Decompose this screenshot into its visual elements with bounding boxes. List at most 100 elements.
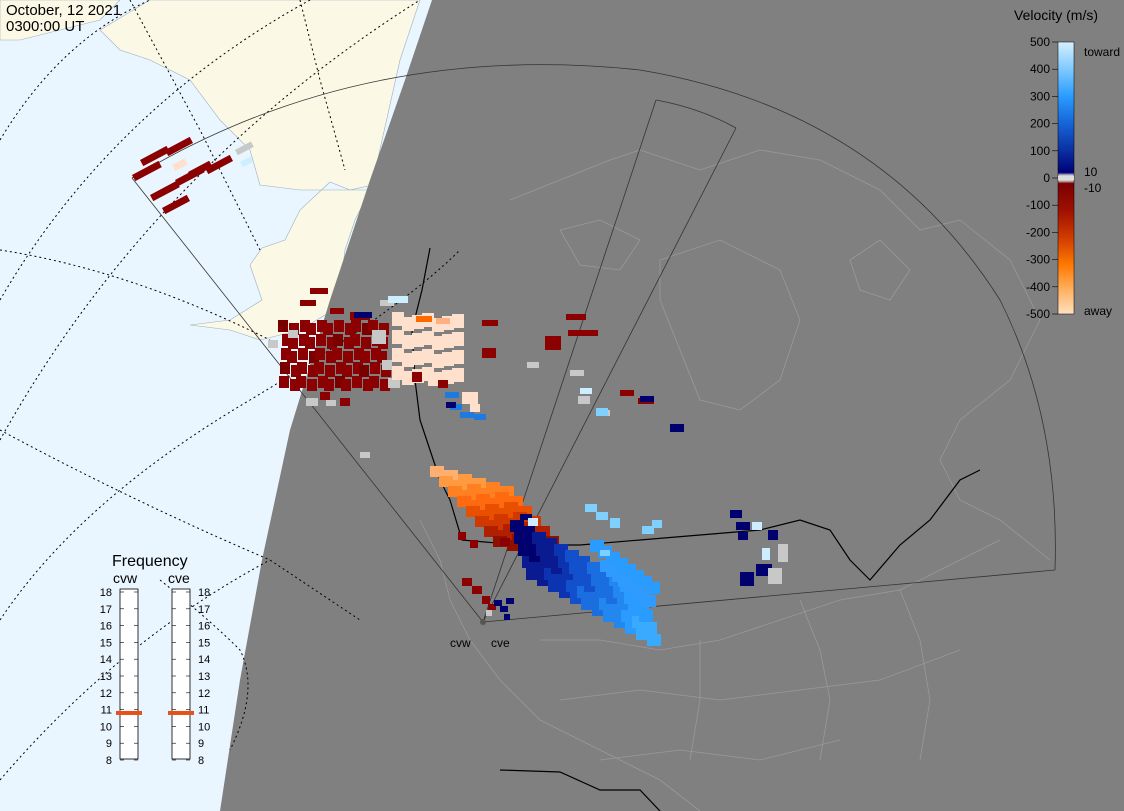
colorbar-tick-label: -400 — [1026, 280, 1050, 294]
frequency-tick-label-right: 16 — [198, 621, 210, 633]
velocity-cell — [482, 320, 498, 326]
velocity-cell — [379, 323, 389, 335]
velocity-cell — [363, 379, 373, 391]
night-side — [220, 0, 1124, 811]
velocity-cell — [340, 398, 350, 406]
velocity-cell — [172, 158, 188, 172]
velocity-cell — [467, 484, 481, 495]
velocity-cell — [620, 390, 634, 396]
velocity-cell — [309, 351, 319, 363]
velocity-cell — [596, 408, 608, 416]
date-label: October, 12 2021 — [6, 2, 121, 19]
velocity-cell — [432, 336, 444, 350]
velocity-cell — [458, 474, 472, 485]
velocity-cell — [369, 376, 379, 388]
velocity-cell — [422, 331, 434, 345]
frequency-tick-label-left: 14 — [100, 654, 112, 666]
velocity-cell — [520, 514, 532, 520]
velocity-cell — [380, 300, 394, 306]
velocity-cell — [470, 540, 478, 548]
velocity-cell — [430, 466, 444, 477]
velocity-cell — [554, 544, 568, 556]
velocity-cell — [140, 145, 170, 167]
velocity-cell — [299, 334, 309, 346]
velocity-cell — [305, 337, 315, 349]
velocity-cell — [402, 335, 414, 349]
velocity-cell — [596, 512, 608, 520]
velocity-cell — [576, 556, 590, 568]
velocity-cell — [371, 348, 381, 360]
velocity-cell — [494, 514, 508, 525]
velocity-cell — [768, 568, 782, 584]
velocity-cell — [448, 486, 462, 497]
frequency-tick-label-right: 8 — [198, 755, 204, 767]
velocity-cell — [462, 392, 478, 404]
velocity-cell — [485, 504, 499, 515]
velocity-cell — [486, 482, 500, 493]
velocity-cell — [361, 337, 371, 349]
velocity-cell — [506, 598, 514, 604]
site-label-cvw: cvw — [450, 636, 471, 650]
velocity-cell — [565, 550, 579, 562]
velocity-cell — [439, 476, 453, 487]
velocity-cell — [578, 396, 590, 404]
velocity-cell — [521, 526, 535, 538]
velocity-cell — [165, 136, 194, 157]
velocity-cell — [345, 323, 355, 335]
velocity-cell — [325, 365, 335, 377]
velocity-cell — [422, 349, 434, 363]
velocity-cell — [342, 365, 352, 377]
velocity-cell — [360, 351, 370, 363]
velocity-cell — [446, 402, 456, 408]
velocity-cell — [392, 348, 404, 362]
velocity-cell — [296, 376, 306, 388]
velocity-cell — [428, 376, 442, 386]
frequency-marker-cve — [168, 710, 194, 715]
velocity-cell — [333, 334, 343, 346]
velocity-cell — [350, 334, 360, 346]
velocity-cell — [281, 348, 291, 360]
velocity-cell — [504, 502, 518, 513]
frequency-tick-label-left: 16 — [100, 621, 112, 633]
velocity-cell — [494, 600, 502, 606]
velocity-cell — [482, 596, 490, 604]
velocity-cell — [306, 398, 318, 406]
velocity-cell — [585, 504, 597, 512]
velocity-cell — [438, 380, 448, 388]
frequency-tick-label-right: 14 — [198, 654, 210, 666]
velocity-cell — [188, 160, 213, 179]
velocity-cell — [466, 506, 480, 517]
velocity-cell — [268, 340, 278, 348]
velocity-cell — [300, 320, 310, 332]
velocity-cell — [334, 320, 344, 332]
velocity-cell — [318, 376, 328, 388]
site-label-cve: cve — [491, 636, 510, 650]
velocity-cell — [610, 518, 620, 528]
velocity-cell — [640, 396, 654, 402]
alaska-dayside-land — [99, 0, 421, 341]
velocity-cell — [474, 414, 486, 420]
colorbar-away-label: away — [1084, 304, 1112, 318]
velocity-cell — [282, 334, 292, 346]
frequency-tick-label-left: 8 — [106, 755, 112, 767]
velocity-cell — [432, 354, 444, 368]
velocity-cell — [287, 351, 297, 363]
velocity-cell — [480, 510, 494, 521]
velocity-cell — [392, 312, 404, 326]
velocity-cells — [132, 136, 788, 646]
velocity-cell — [568, 330, 598, 336]
frequency-marker-cvw — [116, 710, 142, 715]
velocity-cell — [639, 610, 653, 622]
velocity-cell — [205, 154, 234, 175]
velocity-cell — [768, 530, 778, 540]
velocity-cell — [291, 365, 301, 377]
velocity-cell — [132, 160, 162, 182]
frequency-tick-label-left: 15 — [100, 637, 112, 649]
colorbar-tick-label: 300 — [1030, 89, 1050, 103]
velocity-cell — [324, 379, 334, 391]
frequency-tick-label-right: 17 — [198, 604, 210, 616]
velocity-cell — [362, 323, 372, 335]
velocity-cell — [580, 388, 592, 394]
velocity-cell — [380, 379, 390, 391]
velocity-cell — [510, 520, 524, 532]
